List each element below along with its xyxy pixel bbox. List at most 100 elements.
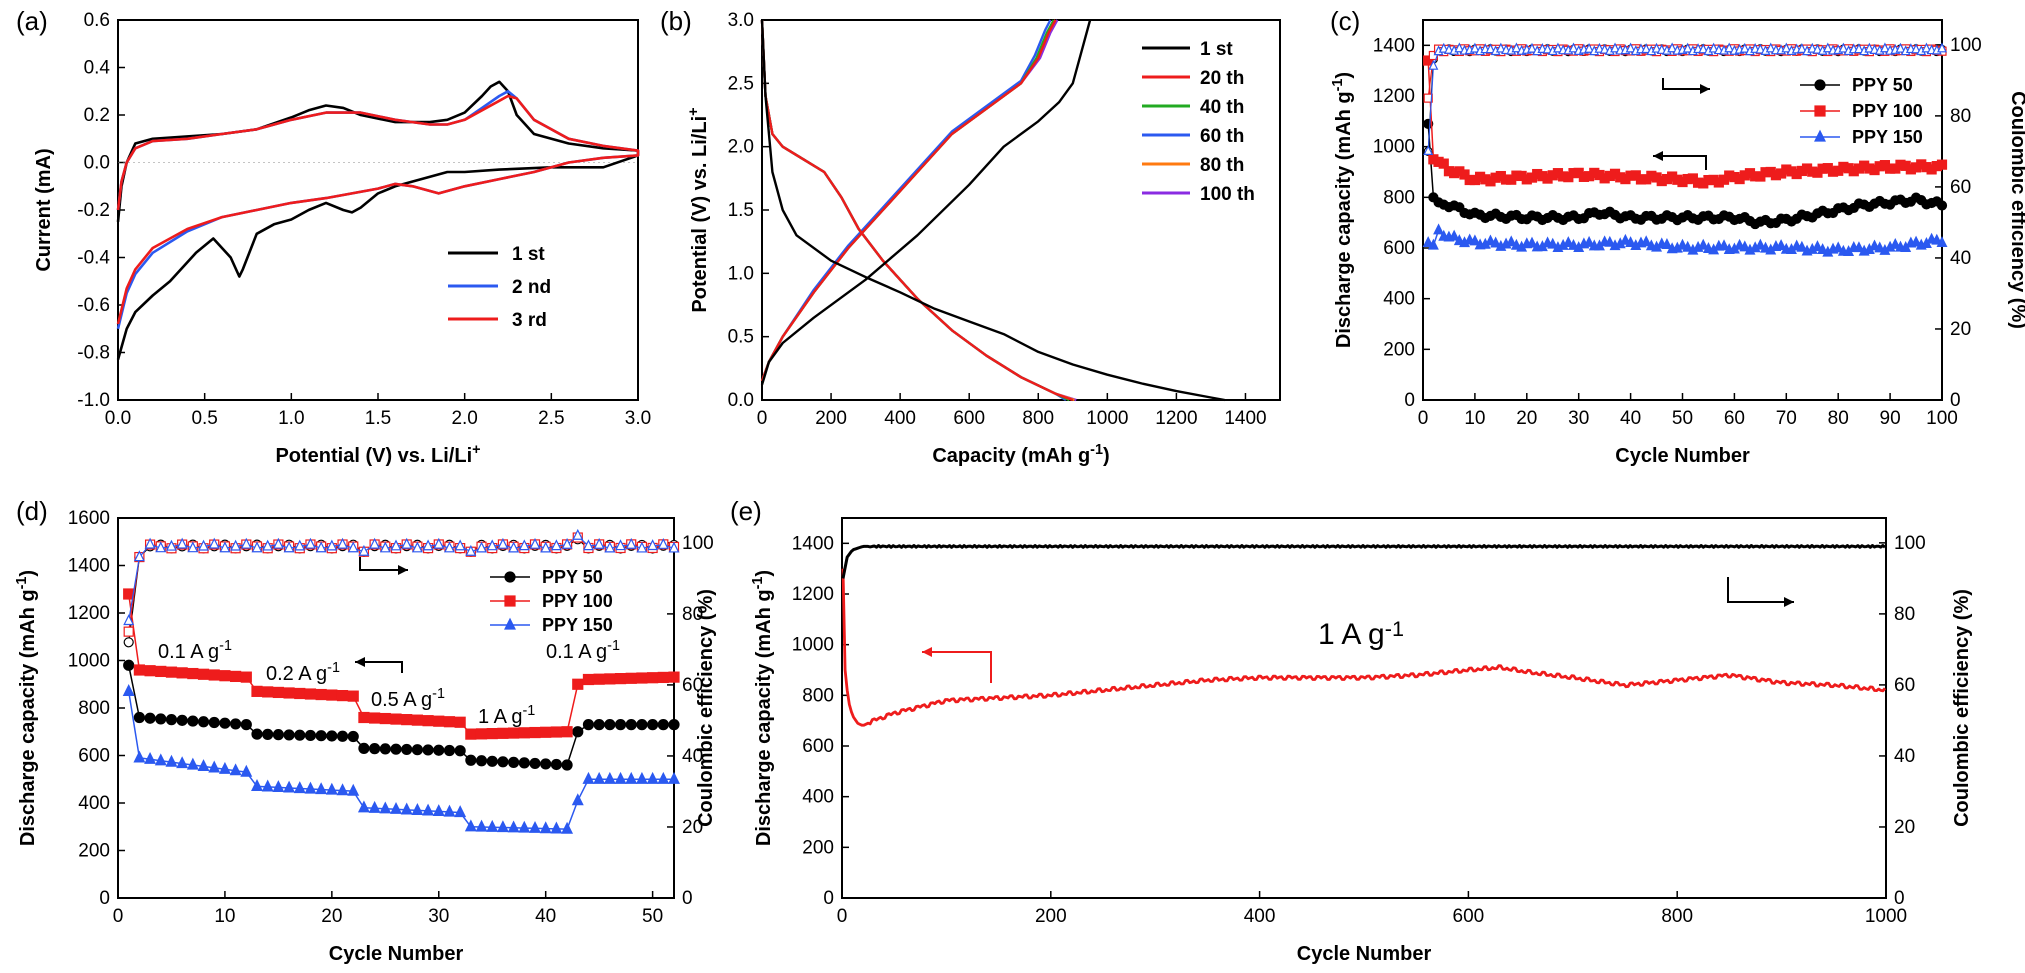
x-tick-label: 100 [1926,408,1958,429]
y-tick-label-right: 40 [682,746,703,767]
capacity-point [208,760,221,773]
panel-label-e: (e) [730,496,762,526]
ce-point [1822,42,1833,53]
capacity-point [486,819,499,832]
x-tick-label: 70 [1776,408,1797,429]
y-tick-label: -0.4 [77,248,110,269]
charge-curve-100th [760,19,1059,382]
capacity-point [379,712,391,725]
ce-point [1812,43,1823,54]
x-tick-label: 10 [214,906,235,927]
capacity-point [1422,236,1434,248]
x-tick-label: 50 [642,906,663,927]
capacity-point [379,743,391,755]
ce-point [1469,42,1480,53]
capacity-point [1547,237,1559,249]
capacity-point [1619,233,1631,245]
legend-label: PPY 100 [1852,101,1923,121]
y-tick-label: 3.0 [728,10,754,31]
left-axis-arrow [922,651,992,683]
ce-point [337,537,349,549]
capacity-point [315,688,327,701]
ce-point [1423,145,1434,156]
capacity-point [411,803,424,815]
y-axis-label-left: Discharge capacity (mAh g-1) [14,570,39,846]
capacity-point [657,671,669,684]
legend-label: 20 th [1200,68,1244,89]
legend-label: 100 th [1200,184,1255,205]
capacity-point [572,726,584,738]
capacity-point [1438,158,1449,169]
ce-point [144,537,156,549]
x-tick-label: 600 [1453,906,1485,927]
ce-point [1584,42,1595,53]
ce-point [1755,43,1766,54]
ce-point [1807,42,1818,53]
capacity-point [304,729,317,742]
y-tick-label: 800 [78,698,110,719]
ce-point [647,539,659,551]
y-tick-label: 1000 [792,635,834,656]
capacity-point [582,673,595,686]
capacity-point [454,805,467,818]
capacity-point [604,719,616,731]
legend-label: PPY 150 [542,615,613,635]
ce-point [347,541,359,553]
legend-marker [1814,105,1826,117]
capacity-point [400,802,413,815]
rate-annotation: 0.1 A g-1 [158,638,232,663]
ce-point [1527,42,1537,53]
capacity-point [251,779,263,791]
rate-annotation: 0.2 A g-1 [266,660,340,685]
capacity-point [315,782,328,795]
capacity-point [529,726,541,739]
capacity-point [475,728,488,740]
capacity-point [230,718,242,730]
capacity-point [390,743,402,755]
capacity-point [251,728,263,740]
capacity-point [529,820,541,833]
capacity-point [240,719,252,731]
capacity-point [123,659,135,671]
capacity-point [208,669,220,681]
capacity-point [572,678,584,690]
y-tick-label: 1400 [68,556,110,577]
y-tick-label-right: 20 [1950,319,1971,340]
capacity-point [604,673,616,685]
capacity-point [465,728,477,740]
x-axis-label: Cycle Number [1615,445,1750,467]
y-axis-label-left: Discharge capacity (mAh g-1) [750,570,775,846]
capacity-point [144,751,157,764]
capacity-point [1526,236,1538,248]
x-tick-label: 20 [321,906,342,927]
x-tick-label: 0.0 [105,408,131,429]
capacity-point [647,719,659,731]
ce-point [1599,43,1610,54]
x-tick-label: 1.0 [278,408,304,429]
y-tick-label: 200 [78,841,110,862]
x-tick-label: 50 [1672,408,1693,429]
y-tick-label: 200 [1383,339,1415,360]
ce-point [294,539,306,551]
y-tick-label: 1.0 [728,263,754,284]
capacity-point [1775,239,1787,251]
capacity-point [261,779,274,792]
capacity-point [155,713,167,725]
capacity-point [422,744,434,756]
x-tick-label: 0 [837,906,848,927]
ce-point [497,537,509,549]
y-tick-label: 0.2 [84,105,110,126]
capacity-point [358,742,370,754]
ce-point [1641,43,1652,54]
capacity-point [272,686,284,699]
capacity-point [1433,223,1445,235]
capacity-point [1640,235,1652,247]
x-tick-label: 400 [1244,906,1276,927]
y-tick-label-right: 80 [682,604,703,625]
ce-point [198,539,210,551]
capacity-point [262,686,274,698]
capacity-point [315,730,327,742]
ce-point [1625,42,1636,53]
capacity-point [422,715,434,727]
panel-a: 0.0 0.5 1.0 1.5 2.0 2.5 3.0 -1.0 -0.8 -0.6 -0.4 -0.… [16,6,651,467]
